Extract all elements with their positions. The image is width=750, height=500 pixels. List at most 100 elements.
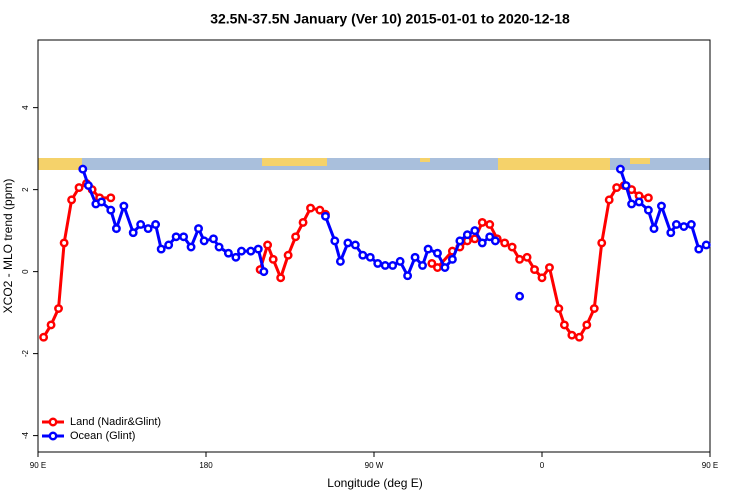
data-point xyxy=(589,304,599,313)
data-point xyxy=(427,258,437,268)
data-point xyxy=(253,244,263,254)
data-point xyxy=(423,244,433,254)
data-point xyxy=(214,242,224,252)
data-point xyxy=(106,205,116,215)
data-point xyxy=(136,220,146,229)
data-point xyxy=(604,195,614,205)
data-point xyxy=(418,261,427,270)
data-point xyxy=(306,203,315,213)
data-point xyxy=(500,238,510,248)
data-point xyxy=(67,195,77,205)
map-strip xyxy=(38,158,710,170)
data-point xyxy=(490,236,500,246)
data-point xyxy=(649,224,659,234)
data-point xyxy=(223,248,233,258)
legend-label: Land (Nadir&Glint) xyxy=(70,416,161,428)
data-point xyxy=(106,193,116,203)
data-point xyxy=(330,236,340,246)
data-point xyxy=(574,332,584,342)
data-point xyxy=(522,252,532,262)
data-point xyxy=(78,164,88,174)
data-point xyxy=(515,254,525,264)
data-point xyxy=(156,244,166,254)
y-axis-label: XCO2 - MLO trend (ppm) xyxy=(1,179,15,314)
data-point xyxy=(128,228,138,238)
x-axis-label: Longitude (deg E) xyxy=(327,476,422,490)
data-point xyxy=(615,164,625,174)
data-point xyxy=(515,291,525,301)
data-point xyxy=(433,263,442,272)
y-tick-label: 2 xyxy=(21,187,30,192)
data-point xyxy=(470,234,480,244)
plot-frame xyxy=(37,39,711,453)
data-point xyxy=(477,238,487,248)
data-point xyxy=(686,220,696,229)
legend-marker xyxy=(48,417,58,427)
data-point xyxy=(477,217,487,227)
data-point xyxy=(209,234,218,244)
legend-label: Ocean (Glint) xyxy=(70,430,135,442)
data-point xyxy=(554,304,564,313)
data-point xyxy=(545,263,554,272)
data-point xyxy=(643,205,653,215)
data-point xyxy=(694,244,704,254)
data-point xyxy=(447,254,457,264)
data-point xyxy=(59,238,69,248)
data-point xyxy=(567,330,577,340)
data-point xyxy=(537,273,547,283)
y-tick-label: -4 xyxy=(21,432,30,440)
data-point xyxy=(643,193,653,203)
data-point xyxy=(54,304,63,313)
data-point xyxy=(403,271,413,281)
data-point xyxy=(335,256,345,266)
data-point xyxy=(358,250,368,260)
data-point xyxy=(343,238,353,248)
data-point xyxy=(485,232,495,242)
x-tick-label: 90 W xyxy=(365,461,384,470)
data-point xyxy=(627,199,637,209)
data-point xyxy=(559,320,569,330)
data-point xyxy=(199,236,209,246)
series-line xyxy=(42,181,111,338)
data-point xyxy=(276,273,286,283)
data-point xyxy=(39,332,49,342)
data-point xyxy=(485,220,495,229)
data-point xyxy=(462,230,472,240)
data-point xyxy=(455,236,465,246)
data-point xyxy=(666,228,676,238)
data-point xyxy=(259,267,269,277)
data-point xyxy=(373,258,383,268)
data-point xyxy=(171,232,181,242)
data-point xyxy=(46,320,56,330)
data-point xyxy=(315,205,325,215)
data-point xyxy=(83,181,93,190)
data-point xyxy=(507,242,517,252)
data-point xyxy=(388,261,398,270)
data-point xyxy=(612,183,622,193)
data-point xyxy=(380,261,390,270)
data-point xyxy=(365,252,375,262)
data-point xyxy=(621,181,631,190)
x-tick-label: 90 E xyxy=(30,461,46,470)
data-point xyxy=(321,211,330,221)
data-point xyxy=(268,254,278,264)
data-point xyxy=(634,197,644,207)
data-point xyxy=(74,183,84,193)
data-point xyxy=(657,201,666,211)
y-tick-label: 4 xyxy=(21,105,30,110)
y-tick-label: 0 xyxy=(21,269,30,274)
data-point xyxy=(440,263,450,272)
chart-title: 32.5N-37.5N January (Ver 10) 2015-01-01 … xyxy=(210,11,570,27)
data-point xyxy=(231,252,241,262)
data-point xyxy=(111,224,121,234)
data-point xyxy=(679,222,689,231)
data-point xyxy=(179,232,189,242)
data-point xyxy=(410,252,420,262)
data-point xyxy=(97,197,106,207)
data-point xyxy=(433,248,442,258)
data-point xyxy=(582,320,592,330)
data-point xyxy=(246,246,256,256)
data-point xyxy=(263,240,273,250)
data-point xyxy=(350,240,360,250)
y-tick-label: -2 xyxy=(21,350,30,358)
